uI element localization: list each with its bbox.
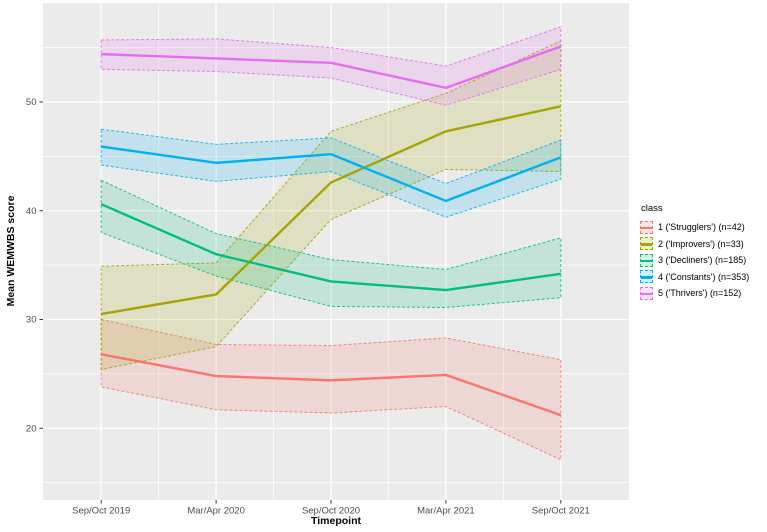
legend-item: 3 ('Decliners') (n=185) <box>640 252 749 269</box>
legend-key-line <box>641 292 652 296</box>
legend-key-line <box>641 243 652 246</box>
mean-line <box>101 145 562 203</box>
x-axis-title: Timepoint <box>311 515 361 527</box>
x-tick-label: Sep/Oct 2020 <box>302 506 360 517</box>
y-tick-label: 40 <box>26 206 37 217</box>
ci-ribbon <box>100 40 562 371</box>
x-tick-label: Mar/Apr 2021 <box>417 506 475 517</box>
legend-item: 1 ('Strugglers') (n=42) <box>640 219 749 236</box>
mean-line <box>100 203 561 292</box>
y-tick-label: 50 <box>26 97 37 108</box>
legend-key-icon <box>640 220 653 234</box>
legend-key-icon <box>640 270 653 284</box>
legend-item: 5 ('Thrivers') (n=152) <box>640 285 749 302</box>
y-axis-title: Mean WEMWBS score <box>5 195 17 307</box>
legend: class 1 ('Strugglers') (n=42) 2 ('Improve… <box>640 203 749 302</box>
x-tick-label: Mar/Apr 2020 <box>187 506 245 517</box>
legend-key-line <box>641 259 652 263</box>
legend-item-label: 4 ('Constants') (n=353) <box>658 271 750 282</box>
legend-key-icon <box>640 286 653 300</box>
mean-line <box>100 105 562 316</box>
x-tick-label: Sep/Oct 2021 <box>532 506 590 517</box>
legend-item: 4 ('Constants') (n=353) <box>640 269 749 286</box>
y-tick-label: 20 <box>26 423 37 434</box>
legend-key-line <box>641 226 652 230</box>
mean-line <box>100 353 562 417</box>
legend-item: 2 ('Improvers') (n=33) <box>640 236 749 253</box>
legend-item-label: 2 ('Improvers') (n=33) <box>658 238 744 249</box>
ci-ribbon <box>100 179 562 309</box>
ci-ribbon <box>100 128 562 218</box>
mean-line <box>101 45 562 90</box>
legend-key-icon <box>640 237 653 251</box>
ci-ribbon <box>100 318 562 461</box>
legend-item-label: 1 ('Strugglers') (n=42) <box>658 222 745 233</box>
legend-key-line <box>641 276 652 279</box>
legend-key-icon <box>640 253 653 267</box>
legend-item-label: 5 ('Thrivers') (n=152) <box>658 288 742 299</box>
x-tick-label: Sep/Oct 2019 <box>72 506 130 517</box>
y-tick-label: 30 <box>26 315 37 326</box>
legend-item-label: 3 ('Decliners') (n=185) <box>658 255 747 266</box>
ci-ribbon <box>100 26 562 106</box>
plot-panel <box>43 3 629 500</box>
legend-title: class <box>641 203 663 214</box>
